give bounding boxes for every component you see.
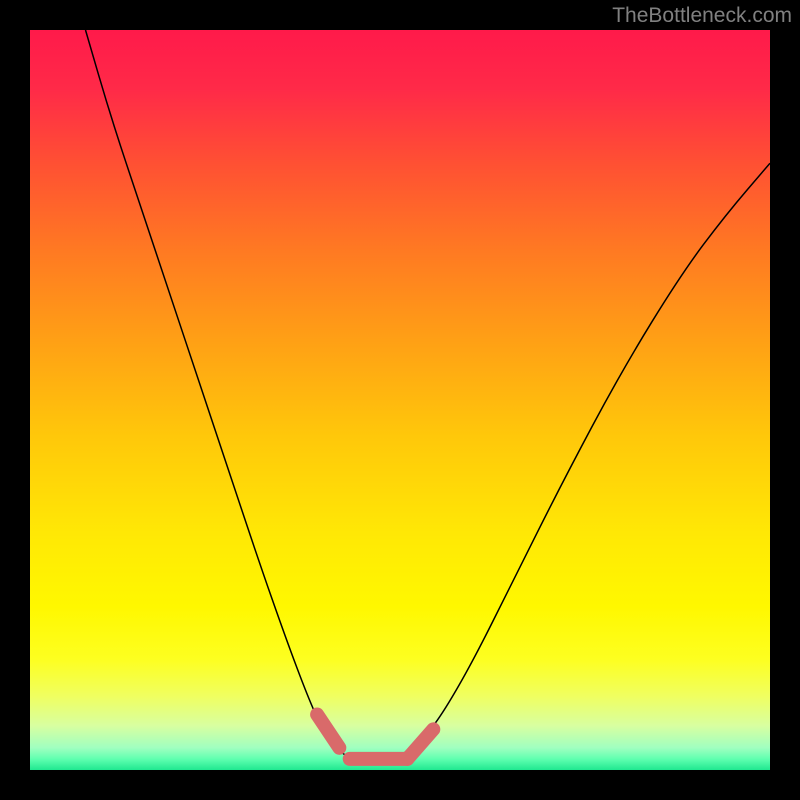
- chart-curve: [30, 30, 770, 770]
- watermark-text: TheBottleneck.com: [612, 4, 792, 28]
- overlay-strokes: [317, 715, 433, 759]
- v-curve-path: [86, 30, 771, 763]
- plot-area: [30, 30, 770, 770]
